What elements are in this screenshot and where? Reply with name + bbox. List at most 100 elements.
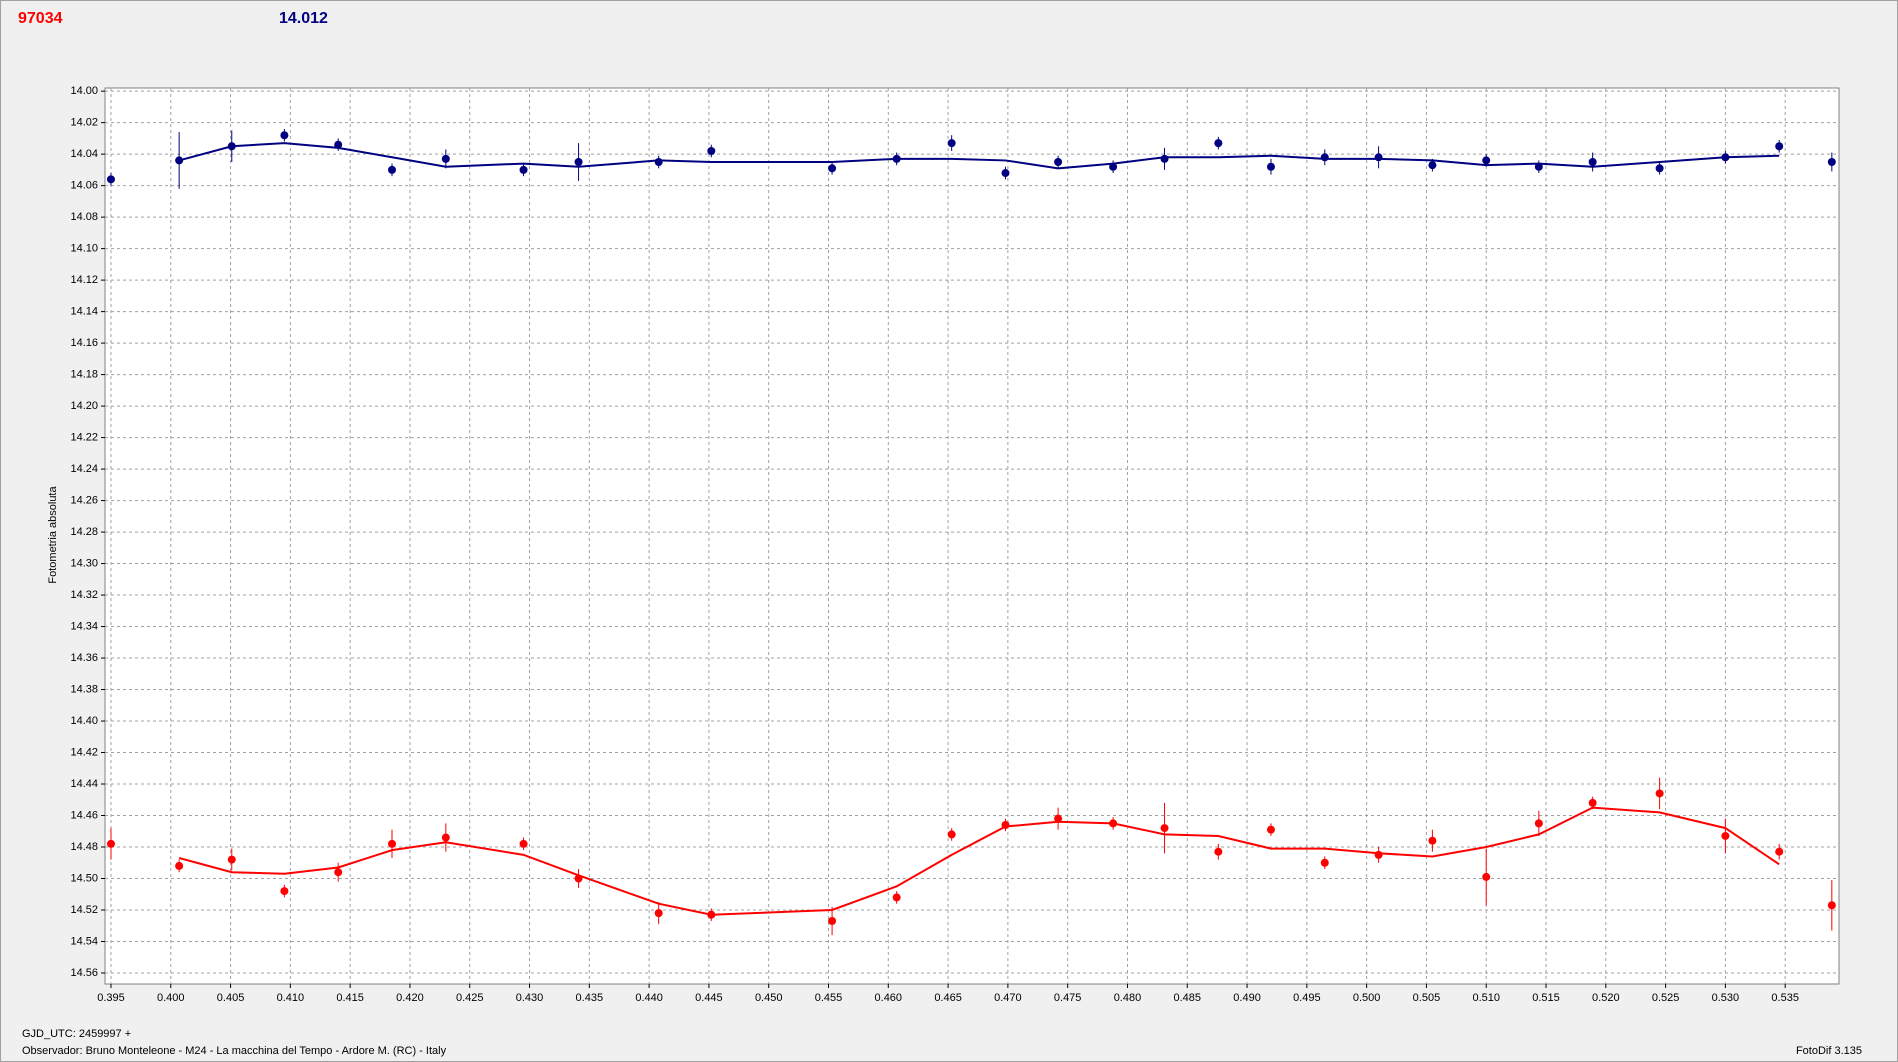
data-point — [1054, 814, 1063, 823]
x-tick-label: 0.445 — [695, 992, 723, 1004]
x-tick-label: 0.425 — [456, 992, 484, 1004]
y-tick-label: 14.02 — [70, 117, 98, 129]
y-tick-label: 14.54 — [70, 935, 98, 947]
y-tick-label: 14.56 — [70, 967, 98, 979]
y-tick-label: 14.46 — [70, 809, 98, 821]
y-tick-label: 14.16 — [70, 337, 98, 349]
x-tick-label: 0.475 — [1054, 992, 1082, 1004]
x-tick-label: 0.515 — [1532, 992, 1560, 1004]
x-tick-label: 0.450 — [755, 992, 783, 1004]
x-tick-label: 0.470 — [994, 992, 1022, 1004]
data-point — [707, 146, 716, 155]
data-point — [947, 139, 956, 148]
y-tick-label: 14.22 — [70, 431, 98, 443]
x-tick-label: 0.490 — [1233, 992, 1261, 1004]
y-tick-label: 14.44 — [70, 778, 98, 790]
star-id: 97034 — [18, 10, 63, 27]
data-point — [388, 839, 397, 848]
y-tick-label: 14.24 — [70, 463, 98, 475]
data-point — [519, 839, 528, 848]
data-point — [1266, 825, 1275, 834]
x-tick-label: 0.430 — [516, 992, 544, 1004]
data-point — [1109, 162, 1118, 171]
data-point — [1482, 872, 1491, 881]
data-point — [227, 142, 236, 151]
data-point — [1109, 819, 1118, 828]
data-point — [519, 165, 528, 174]
data-point — [574, 874, 583, 883]
x-tick-label: 0.535 — [1771, 992, 1799, 1004]
data-point — [1827, 901, 1836, 910]
x-tick-label: 0.505 — [1413, 992, 1441, 1004]
data-point — [388, 165, 397, 174]
x-tick-label: 0.395 — [97, 992, 125, 1004]
data-point — [175, 861, 184, 870]
x-tick-label: 0.460 — [875, 992, 903, 1004]
y-tick-label: 14.20 — [70, 400, 98, 412]
y-tick-label: 14.10 — [70, 243, 98, 255]
y-tick-label: 14.50 — [70, 872, 98, 884]
data-point — [1534, 819, 1543, 828]
data-point — [947, 830, 956, 839]
data-point — [441, 154, 450, 163]
x-tick-label: 0.510 — [1472, 992, 1500, 1004]
data-point — [1320, 858, 1329, 867]
data-point — [1054, 158, 1063, 167]
data-point — [574, 158, 583, 167]
data-point — [1588, 158, 1597, 167]
data-point — [654, 909, 663, 918]
data-point — [828, 917, 837, 926]
data-point — [1482, 156, 1491, 165]
data-point — [227, 855, 236, 864]
x-tick-label: 0.485 — [1173, 992, 1201, 1004]
y-tick-label: 14.06 — [70, 180, 98, 192]
y-tick-label: 14.00 — [70, 85, 98, 97]
data-point — [1775, 847, 1784, 856]
y-tick-label: 14.30 — [70, 557, 98, 569]
y-tick-label: 14.34 — [70, 620, 98, 632]
x-tick-label: 0.465 — [934, 992, 962, 1004]
data-point — [1827, 158, 1836, 167]
x-tick-label: 0.440 — [635, 992, 663, 1004]
y-tick-label: 14.18 — [70, 369, 98, 381]
data-point — [892, 154, 901, 163]
x-tick-label: 0.405 — [217, 992, 245, 1004]
data-point — [1214, 847, 1223, 856]
data-point — [1428, 836, 1437, 845]
x-tick-label: 0.435 — [576, 992, 604, 1004]
y-tick-label: 14.38 — [70, 683, 98, 695]
x-tick-label: 0.525 — [1652, 992, 1680, 1004]
y-tick-label: 14.14 — [70, 306, 98, 318]
y-axis-label: Fotometria absoluta — [47, 486, 59, 584]
y-tick-label: 14.48 — [70, 841, 98, 853]
x-tick-label: 0.495 — [1293, 992, 1321, 1004]
fit-line — [178, 142, 1780, 170]
y-tick-label: 14.04 — [70, 148, 98, 160]
y-tick-label: 14.40 — [70, 715, 98, 727]
data-point — [334, 140, 343, 149]
data-point — [106, 175, 115, 184]
data-point — [441, 833, 450, 842]
y-tick-label: 14.42 — [70, 746, 98, 758]
x-tick-label: 0.500 — [1353, 992, 1381, 1004]
data-point — [1374, 850, 1383, 859]
data-point — [280, 131, 289, 140]
data-point — [1001, 169, 1010, 178]
data-point — [1001, 820, 1010, 829]
plot-area — [104, 87, 1840, 985]
data-point — [1655, 164, 1664, 173]
y-tick-label: 14.52 — [70, 904, 98, 916]
reference-value: 14.012 — [279, 10, 328, 27]
x-tick-label: 0.520 — [1592, 992, 1620, 1004]
x-tick-label: 0.480 — [1114, 992, 1142, 1004]
data-point — [707, 910, 716, 919]
y-tick-label: 14.28 — [70, 526, 98, 538]
footer-date: GJD_UTC: 2459997 + — [22, 1028, 131, 1040]
data-point — [654, 158, 663, 167]
data-point — [1721, 831, 1730, 840]
data-point — [1428, 161, 1437, 170]
footer-software: FotoDif 3.135 — [1796, 1045, 1862, 1057]
data-point — [1320, 153, 1329, 162]
